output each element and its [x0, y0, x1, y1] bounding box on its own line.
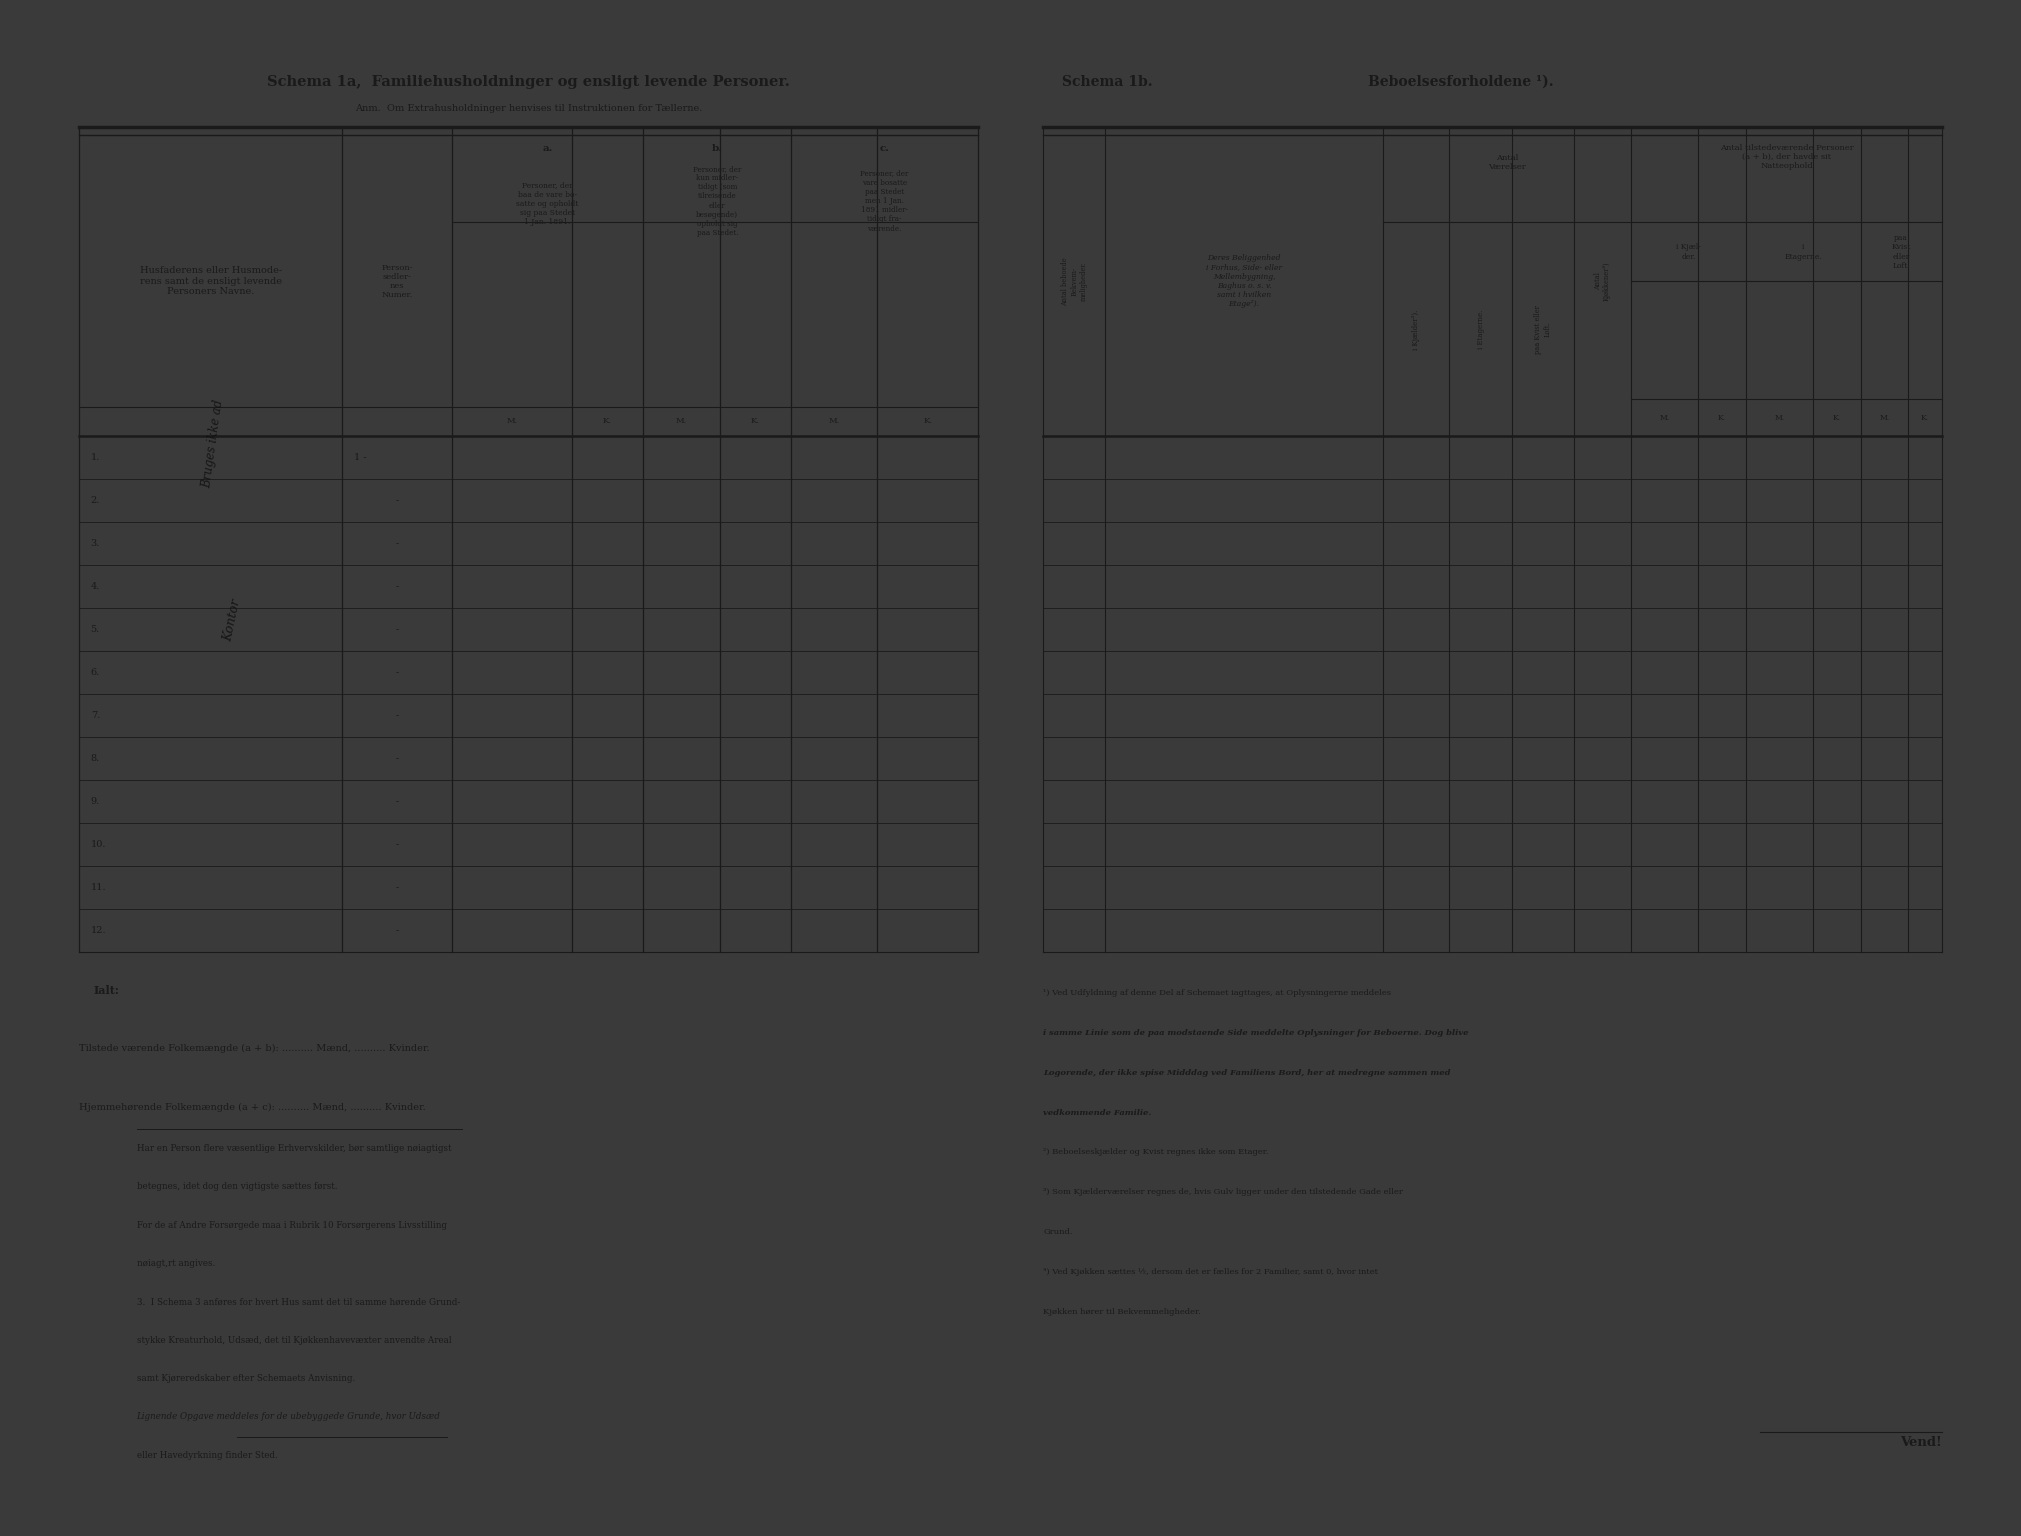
Text: paa Kvist eller
Loft.: paa Kvist eller Loft.: [1534, 304, 1552, 353]
Text: i Kjælder³).: i Kjælder³).: [1413, 309, 1421, 350]
Text: 3.  I Schema 3 anføres for hvert Hus samt det til samme hørende Grund-: 3. I Schema 3 anføres for hvert Hus samt…: [137, 1298, 461, 1306]
Text: 2.: 2.: [91, 496, 101, 505]
Text: Grund.: Grund.: [1043, 1229, 1073, 1236]
Text: M.: M.: [1659, 413, 1669, 422]
Text: i
Etagerne.: i Etagerne.: [1785, 243, 1823, 261]
Text: M.: M.: [505, 418, 517, 425]
Text: Anm.  Om Extrahusholdninger henvises til Instruktionen for Tællerne.: Anm. Om Extrahusholdninger henvises til …: [356, 104, 701, 114]
Text: Logorende, der ikke spise Midddag ved Familiens Bord, her at medregne sammen med: Logorende, der ikke spise Midddag ved Fa…: [1043, 1069, 1451, 1077]
Text: Kjøkken hører til Bekvemmeligheder.: Kjøkken hører til Bekvemmeligheder.: [1043, 1307, 1200, 1316]
Text: -: -: [396, 711, 398, 720]
Text: Vend!: Vend!: [1900, 1436, 1942, 1450]
Text: paa
Kvist
eller
Loft.: paa Kvist eller Loft.: [1892, 233, 1912, 270]
Text: Antal
Kjøkkener⁴): Antal Kjøkkener⁴): [1595, 261, 1611, 301]
Text: Hjemmehørende Folkemængde (a + c): .......... Mænd, .......... Kvinder.: Hjemmehørende Folkemængde (a + c): .....…: [79, 1103, 426, 1112]
Text: i samme Linie som de paa modstaende Side meddelte Oplysninger for Beboerne. Dog : i samme Linie som de paa modstaende Side…: [1043, 1029, 1469, 1037]
Text: -: -: [396, 625, 398, 634]
Text: Schema 1b.: Schema 1b.: [1063, 75, 1152, 89]
Text: -: -: [396, 754, 398, 763]
Text: Schema 1a,  Familiehusholdninger og ensligt levende Personer.: Schema 1a, Familiehusholdninger og ensli…: [267, 75, 790, 89]
Text: -: -: [396, 496, 398, 505]
Text: 4.: 4.: [91, 582, 101, 591]
Text: Antal
Værelser: Antal Værelser: [1487, 154, 1526, 172]
Text: Lignende Opgave meddeles for de ubebyggede Grunde, hvor Udsæd: Lignende Opgave meddeles for de ubebygge…: [137, 1413, 441, 1421]
Text: Antal tilstedeværende Personer
(a + b), der havde sit
Natteophold: Antal tilstedeværende Personer (a + b), …: [1720, 143, 1853, 170]
Text: K.: K.: [1922, 413, 1930, 422]
Text: 12.: 12.: [91, 926, 107, 935]
Text: a.: a.: [542, 144, 554, 154]
Text: -: -: [396, 926, 398, 935]
Text: 6.: 6.: [91, 668, 99, 677]
Text: vedkommende Familie.: vedkommende Familie.: [1043, 1109, 1152, 1117]
Text: 11.: 11.: [91, 883, 107, 892]
Text: 7.: 7.: [91, 711, 101, 720]
Text: c.: c.: [879, 144, 889, 154]
Text: Beboelsesforholdene ¹).: Beboelsesforholdene ¹).: [1368, 75, 1554, 89]
Text: -: -: [396, 539, 398, 548]
Text: Deres Beliggenhed
i Forhus, Side- eller
Mellembygning,
Baghus o. s. v.
samt i hv: Deres Beliggenhed i Forhus, Side- eller …: [1207, 255, 1281, 309]
Text: b.: b.: [711, 144, 724, 154]
Text: M.: M.: [1774, 413, 1785, 422]
Text: For de af Andre Forsørgede maa i Rubrik 10 Forsørgerens Livsstilling: For de af Andre Forsørgede maa i Rubrik …: [137, 1221, 447, 1230]
Text: K.: K.: [924, 418, 932, 425]
Text: Tilstede værende Folkemængde (a + b): .......... Mænd, .......... Kvinder.: Tilstede værende Folkemængde (a + b): ..…: [79, 1044, 430, 1052]
Text: stykke Kreaturhold, Udsæd, det til Kjøkkenhavevæxter anvendte Areal: stykke Kreaturhold, Udsæd, det til Kjøkk…: [137, 1336, 451, 1344]
Text: samt Kjøreredskaber efter Schemaets Anvisning.: samt Kjøreredskaber efter Schemaets Anvi…: [137, 1375, 356, 1382]
Text: -: -: [396, 883, 398, 892]
Text: -: -: [396, 668, 398, 677]
Text: betegnes, idet dog den vigtigste sættes først.: betegnes, idet dog den vigtigste sættes …: [137, 1183, 338, 1192]
Text: Ialt:: Ialt:: [93, 985, 119, 995]
Text: i Etagerne.: i Etagerne.: [1477, 310, 1485, 349]
Text: 8.: 8.: [91, 754, 99, 763]
Text: K.: K.: [752, 418, 760, 425]
Text: -: -: [396, 797, 398, 806]
Text: Har en Person flere væsentlige Erhvervskilder, bør samtlige nøiagtigst: Har en Person flere væsentlige Erhvervsk…: [137, 1144, 451, 1154]
Text: 3.: 3.: [91, 539, 101, 548]
Text: 10.: 10.: [91, 840, 107, 849]
Text: 5.: 5.: [91, 625, 99, 634]
Text: Personer, der
baa de vare bo-
satte og opholdt
sig paa Stedet
1 Jan. 1891.: Personer, der baa de vare bo- satte og o…: [517, 181, 578, 226]
Text: i Kjæl-
der.: i Kjæl- der.: [1675, 243, 1702, 261]
Text: -: -: [396, 582, 398, 591]
Text: Bruges ikke ad: Bruges ikke ad: [200, 398, 226, 488]
Text: ³) Som Kjælderværelser regnes de, hvis Gulv ligger under den tilstedende Gade el: ³) Som Kjælderværelser regnes de, hvis G…: [1043, 1189, 1403, 1197]
Text: K.: K.: [602, 418, 612, 425]
Text: Kontor: Kontor: [222, 598, 243, 644]
Text: M.: M.: [1880, 413, 1890, 422]
Text: K.: K.: [1718, 413, 1726, 422]
Text: M.: M.: [675, 418, 687, 425]
Text: -: -: [396, 840, 398, 849]
Text: 9.: 9.: [91, 797, 99, 806]
Text: 1 -: 1 -: [354, 453, 366, 462]
Text: eller Havedyrkning finder Sted.: eller Havedyrkning finder Sted.: [137, 1450, 277, 1459]
Text: ²) Beboelseskjælder og Kvist regnes ikke som Etager.: ²) Beboelseskjælder og Kvist regnes ikke…: [1043, 1149, 1269, 1157]
Text: Husfaderens eller Husmode-
rens samt de ensligt levende
Personers Navne.: Husfaderens eller Husmode- rens samt de …: [139, 266, 281, 296]
Text: ⁴) Ved Kjøkken sættes ½, dersom det er fælles for 2 Familier, samt 0, hvor intet: ⁴) Ved Kjøkken sættes ½, dersom det er f…: [1043, 1267, 1378, 1276]
Text: K.: K.: [1833, 413, 1841, 422]
Text: 1.: 1.: [91, 453, 101, 462]
Text: Person-
sedler-
nes
Numer.: Person- sedler- nes Numer.: [382, 264, 412, 300]
Text: Antal beboede
Bekvem-
meligheder.: Antal beboede Bekvem- meligheder.: [1061, 257, 1087, 306]
Text: nøiagt,rt angives.: nøiagt,rt angives.: [137, 1260, 214, 1269]
Text: Personer, der
vare bosatte
paa Stedet
men 1 Jan.
1891 midler-
tidigt fra-
værend: Personer, der vare bosatte paa Stedet me…: [861, 169, 909, 232]
Text: Personer, der
kun midler-
tidigt (som
tilreisende
eller
besøgende)
opholdt sig
p: Personer, der kun midler- tidigt (som ti…: [693, 164, 742, 237]
Text: ¹) Ved Udfyldning af denne Del af Schemaet iagttages, at Oplysningerne meddeles: ¹) Ved Udfyldning af denne Del af Schema…: [1043, 989, 1390, 997]
Text: M.: M.: [829, 418, 841, 425]
